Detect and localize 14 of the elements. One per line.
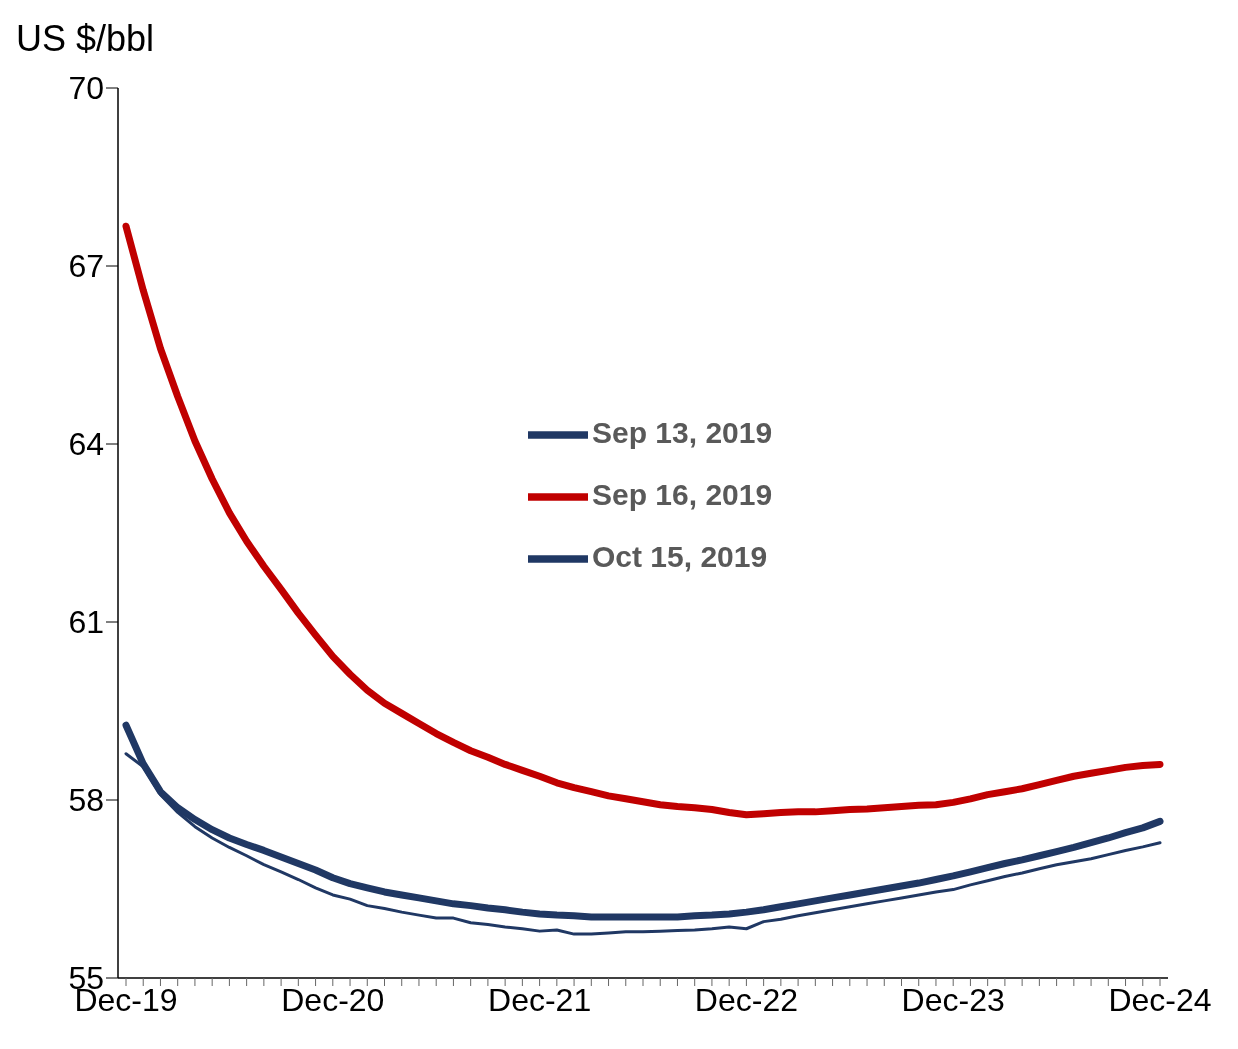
x-tick-label: Dec-21	[488, 981, 592, 1018]
y-tick-label: 70	[68, 70, 104, 107]
x-tick-label: Dec-20	[281, 981, 385, 1018]
x-tick-label: Dec-24	[1108, 981, 1212, 1018]
y-axis-title: US $/bbl	[16, 18, 155, 60]
legend-label: Sep 13, 2019	[592, 416, 773, 449]
legend-label: Oct 15, 2019	[592, 540, 768, 574]
y-tick-label: 58	[68, 782, 104, 819]
x-tick-label: Dec-22	[694, 981, 798, 1018]
x-tick-label: Dec-23	[901, 981, 1005, 1018]
y-tick-label: 64	[68, 426, 104, 463]
y-tick-label: 61	[68, 604, 104, 641]
legend-label: Sep 16, 2019	[592, 478, 773, 512]
y-tick-label: 67	[68, 248, 104, 285]
